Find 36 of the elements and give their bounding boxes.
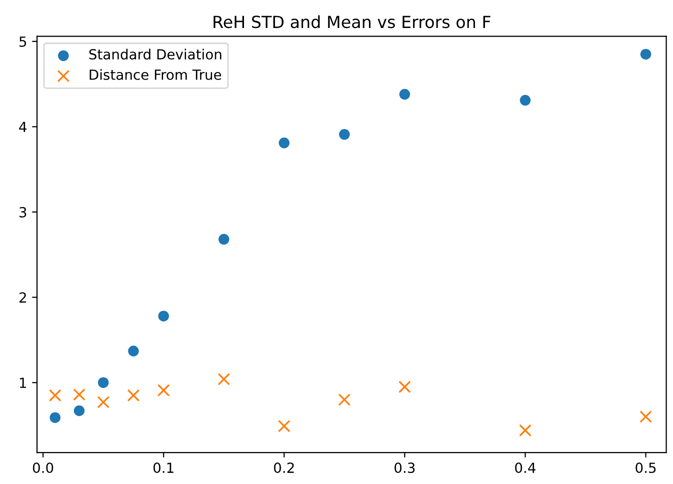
point	[278, 138, 290, 148]
chart-title: ReH STD and Mean vs Errors on F	[214, 15, 490, 28]
point	[158, 310, 169, 322]
point	[398, 380, 411, 394]
y-tick-label: 3	[20, 206, 26, 218]
point	[218, 372, 230, 386]
point	[640, 48, 652, 60]
point	[338, 393, 351, 406]
point	[128, 346, 139, 356]
point	[48, 389, 62, 402]
y-tick-label: 4	[19, 122, 27, 132]
x-tick-label: 0.3	[394, 462, 415, 474]
legend-label: Distance From True	[90, 69, 222, 80]
point	[519, 424, 532, 437]
x-tick-label: 0.1	[153, 462, 174, 474]
point	[50, 412, 60, 423]
point	[218, 234, 230, 245]
y-tick-label: 1	[20, 378, 26, 388]
point	[157, 384, 170, 396]
y-tick-label: 5	[20, 36, 26, 47]
point	[72, 388, 86, 401]
x-tick-label: 0.5	[636, 462, 656, 474]
y-tick-label: 2	[19, 292, 26, 303]
point	[74, 405, 85, 416]
x-tick-label: 0.2	[274, 462, 294, 474]
point	[278, 420, 290, 432]
x-tick-label: 0.0	[32, 462, 54, 474]
point	[640, 410, 652, 423]
point	[97, 396, 110, 408]
legend-label: Standard Deviation	[89, 48, 222, 60]
point	[98, 377, 109, 388]
point	[339, 129, 350, 140]
x-tick-label: 0.4	[515, 462, 536, 474]
point	[520, 94, 531, 106]
point	[399, 88, 410, 100]
point	[127, 389, 140, 402]
